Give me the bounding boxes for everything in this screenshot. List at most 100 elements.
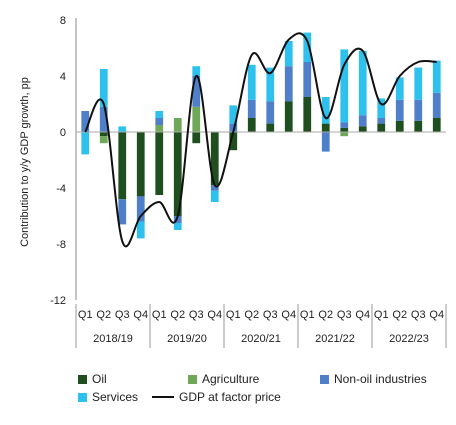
bar-non-oil-industries <box>340 122 349 128</box>
bar-agriculture <box>155 125 164 132</box>
bar-non-oil-industries <box>414 99 423 121</box>
legend-swatch-non-oil-industries <box>320 374 329 384</box>
bar-services <box>192 66 201 76</box>
legend-label-services: Services <box>92 390 139 404</box>
bar-services <box>118 126 127 132</box>
legend-swatch-oil <box>78 374 87 384</box>
legend-item-non-oil-industries: Non-oil industries <box>320 372 427 386</box>
year-label: 2019/20 <box>167 333 207 345</box>
bar-oil <box>210 132 219 186</box>
bar-services <box>81 132 90 155</box>
year-label: 2021/22 <box>315 333 355 345</box>
bar-oil <box>173 132 182 216</box>
x-tick-label: Q3 <box>263 309 278 321</box>
bar-non-oil-industries <box>210 185 219 191</box>
x-tick-label: Q2 <box>170 309 185 321</box>
x-tick-label: Q2 <box>318 309 333 321</box>
year-label: 2020/21 <box>241 333 281 345</box>
bar-non-oil-industries <box>284 66 293 102</box>
bar-oil <box>414 120 423 132</box>
legend-label-agriculture: Agriculture <box>202 372 260 386</box>
bar-non-oil-industries <box>303 62 312 97</box>
y-tick-label: 0 <box>60 127 66 139</box>
bar-services <box>340 49 349 123</box>
x-tick-label: Q2 <box>96 309 111 321</box>
bar-oil <box>99 132 108 137</box>
bar-oil <box>377 123 386 132</box>
x-tick-label: Q4 <box>355 309 370 321</box>
y-tick-label: -8 <box>56 239 66 251</box>
bar-non-oil-industries <box>377 118 386 124</box>
bar-oil <box>136 132 145 197</box>
x-tick-label: Q3 <box>337 309 352 321</box>
gdp-line <box>84 32 437 248</box>
bar-services <box>247 64 256 100</box>
bar-services <box>377 98 386 118</box>
bar-services <box>321 97 330 124</box>
x-tick-label: Q2 <box>244 309 259 321</box>
bar-non-oil-industries <box>266 101 275 124</box>
bar-services <box>229 105 238 124</box>
bar-oil <box>284 101 293 132</box>
y-tick-label: 4 <box>60 71 66 83</box>
bar-oil <box>192 132 201 144</box>
bar-services <box>210 190 219 202</box>
year-label: 2018/19 <box>93 333 133 345</box>
bar-non-oil-industries <box>173 216 182 223</box>
x-tick-label: Q2 <box>392 309 407 321</box>
x-tick-label: Q4 <box>429 309 444 321</box>
y-tick-label: 8 <box>60 15 66 27</box>
bar-non-oil-industries <box>247 99 256 118</box>
y-tick-label: -4 <box>56 183 66 195</box>
bar-services <box>395 77 404 100</box>
x-tick-label: Q4 <box>133 309 148 321</box>
x-tick-label: Q1 <box>374 309 389 321</box>
bar-oil <box>395 120 404 132</box>
bar-services <box>99 69 108 107</box>
legend-item-oil: Oil <box>78 372 174 386</box>
legend: Oil Agriculture Non-oil industries Servi… <box>78 370 448 406</box>
bar-non-oil-industries <box>192 76 201 107</box>
bar-oil <box>358 126 367 132</box>
bar-services <box>303 32 312 62</box>
x-tick-label: Q3 <box>115 309 130 321</box>
bar-non-oil-industries <box>99 106 108 132</box>
bar-agriculture <box>340 132 349 137</box>
bar-oil <box>247 118 256 132</box>
bar-non-oil-industries <box>358 115 367 127</box>
bar-oil <box>432 118 441 132</box>
year-label: 2022/23 <box>389 333 429 345</box>
bar-services <box>155 111 164 118</box>
x-tick-label: Q3 <box>189 309 204 321</box>
x-tick-label: Q1 <box>78 309 93 321</box>
x-tick-label: Q1 <box>152 309 167 321</box>
bar-oil <box>266 123 275 132</box>
legend-line-gdp <box>152 396 175 398</box>
bar-services <box>358 50 367 116</box>
legend-swatch-services <box>78 392 87 402</box>
bar-services <box>432 60 441 93</box>
bar-services <box>266 67 275 102</box>
legend-item-services: Services <box>78 390 138 404</box>
bar-non-oil-industries <box>155 118 164 125</box>
x-tick-label: Q4 <box>207 309 222 321</box>
legend-item-agriculture: Agriculture <box>188 372 306 386</box>
bar-oil <box>321 123 330 132</box>
legend-label-gdp: GDP at factor price <box>179 390 281 404</box>
bar-oil <box>229 132 238 151</box>
bar-non-oil-industries <box>321 132 330 152</box>
x-tick-label: Q4 <box>281 309 296 321</box>
bar-agriculture <box>173 118 182 132</box>
legend-label-oil: Oil <box>92 372 107 386</box>
legend-label-non-oil-industries: Non-oil industries <box>334 372 427 386</box>
bar-non-oil-industries <box>118 199 127 225</box>
bar-services <box>173 223 182 230</box>
bar-non-oil-industries <box>432 92 441 118</box>
bar-non-oil-industries <box>81 111 90 132</box>
x-tick-label: Q1 <box>226 309 241 321</box>
bar-oil <box>118 132 127 200</box>
bar-services <box>284 41 293 67</box>
y-axis-label: Contribution to y/y GDP growth, pp <box>19 77 31 247</box>
